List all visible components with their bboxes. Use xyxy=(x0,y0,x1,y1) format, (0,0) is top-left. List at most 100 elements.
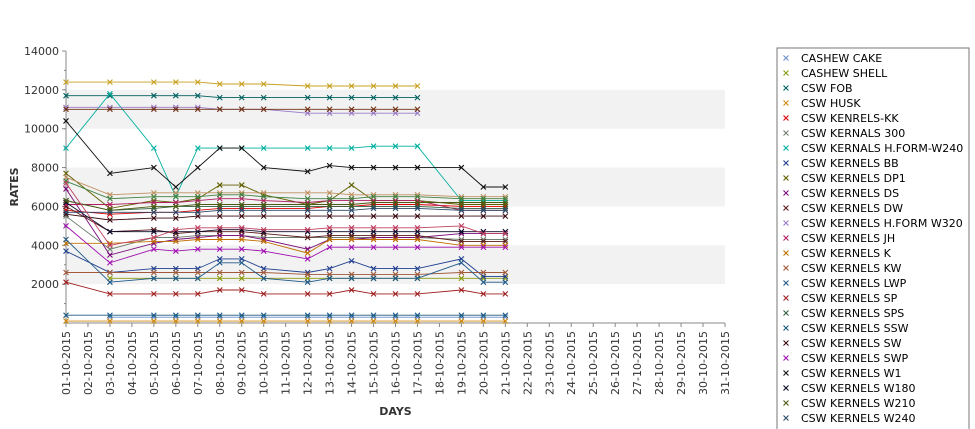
x-tick-label: 08-10-2015 xyxy=(214,331,227,395)
data-point xyxy=(194,201,201,208)
x-tick-label: 25-10-2015 xyxy=(587,331,600,395)
data-point xyxy=(107,259,113,266)
data-point xyxy=(392,224,399,231)
data-point xyxy=(172,184,179,190)
y-axis: 2000 4000 6000 8000 10000 12000 14000 xyxy=(24,45,66,324)
x-tick-label: 09-10-2015 xyxy=(236,331,249,395)
data-point xyxy=(326,318,333,324)
x-tick-label: 31-10-2015 xyxy=(719,331,732,395)
legend-marker xyxy=(783,145,789,151)
data-point xyxy=(304,279,311,286)
legend-marker xyxy=(783,370,789,376)
data-point xyxy=(150,164,157,171)
y-tick-label: 10000 xyxy=(24,123,59,136)
y-tick-label: 6000 xyxy=(31,200,59,213)
legend-label: CSW KERNALS H.FORM-W240 xyxy=(801,142,963,155)
legend-label: CSW KERNELS DW xyxy=(801,202,903,215)
data-point xyxy=(150,318,157,324)
x-tick-label: 30-10-2015 xyxy=(697,331,710,395)
data-point xyxy=(414,236,421,243)
data-point xyxy=(480,195,487,202)
x-tick-label: 27-10-2015 xyxy=(631,331,644,395)
data-point xyxy=(414,199,421,206)
x-tick-label: 07-10-2015 xyxy=(192,331,205,395)
data-point xyxy=(370,265,377,272)
data-point xyxy=(392,236,399,243)
legend-marker xyxy=(783,340,789,346)
legend-marker xyxy=(783,160,789,166)
data-point xyxy=(150,209,157,216)
data-point xyxy=(414,83,421,89)
data-point xyxy=(216,318,223,324)
data-point xyxy=(172,209,179,216)
data-point xyxy=(194,145,201,152)
data-point xyxy=(107,279,113,286)
legend-marker xyxy=(783,190,789,196)
data-point xyxy=(326,83,333,89)
data-point xyxy=(63,180,69,187)
data-point xyxy=(370,224,377,231)
data-point xyxy=(502,312,509,319)
data-point xyxy=(392,318,399,324)
data-point xyxy=(238,224,245,231)
series-25 xyxy=(63,79,421,89)
data-point xyxy=(502,279,509,286)
data-point xyxy=(304,195,311,202)
series-20 xyxy=(63,222,509,266)
series-15 xyxy=(63,236,509,286)
data-point xyxy=(370,199,377,206)
x-tick-label: 15-10-2015 xyxy=(368,331,381,395)
data-point xyxy=(107,252,113,258)
data-point xyxy=(172,238,179,245)
data-point xyxy=(63,197,69,204)
data-point xyxy=(260,201,267,208)
x-tick-label: 06-10-2015 xyxy=(170,331,183,395)
legend-marker xyxy=(783,235,789,241)
data-point xyxy=(304,106,311,113)
data-point xyxy=(326,244,333,251)
data-point xyxy=(216,191,223,198)
data-point xyxy=(480,269,487,276)
y-tick-label: 2000 xyxy=(31,278,59,291)
data-point xyxy=(326,275,333,282)
data-point xyxy=(260,145,267,152)
data-point xyxy=(194,318,201,324)
data-point xyxy=(260,269,267,276)
data-point xyxy=(260,106,267,113)
x-tick-label: 16-10-2015 xyxy=(390,331,403,395)
data-point xyxy=(414,106,421,113)
data-point xyxy=(194,275,201,282)
data-point xyxy=(304,207,311,214)
data-point xyxy=(63,178,69,185)
data-point xyxy=(260,213,267,220)
data-point xyxy=(150,234,157,241)
data-point xyxy=(392,275,399,282)
data-point xyxy=(63,118,69,124)
data-point xyxy=(370,193,377,200)
data-point xyxy=(172,318,179,324)
data-point xyxy=(63,248,69,255)
data-point xyxy=(172,275,179,282)
data-point xyxy=(348,287,355,293)
data-point xyxy=(458,287,465,293)
data-point xyxy=(348,182,355,188)
data-point xyxy=(150,228,157,235)
legend-label: CSW KENRELS-KK xyxy=(801,112,899,125)
data-point xyxy=(502,244,509,251)
data-point xyxy=(392,143,399,150)
data-point xyxy=(304,255,311,262)
data-point xyxy=(414,275,421,282)
legend-marker xyxy=(783,175,789,181)
data-point xyxy=(458,195,465,202)
data-point xyxy=(260,94,267,101)
grid-bands xyxy=(66,89,725,285)
data-point xyxy=(348,195,355,202)
y-tick-label: 8000 xyxy=(31,162,59,175)
legend-marker xyxy=(783,100,789,106)
data-point xyxy=(172,269,179,276)
data-point xyxy=(260,248,267,255)
series-14 xyxy=(63,269,509,278)
legend-marker xyxy=(783,250,789,256)
data-point xyxy=(63,79,69,85)
